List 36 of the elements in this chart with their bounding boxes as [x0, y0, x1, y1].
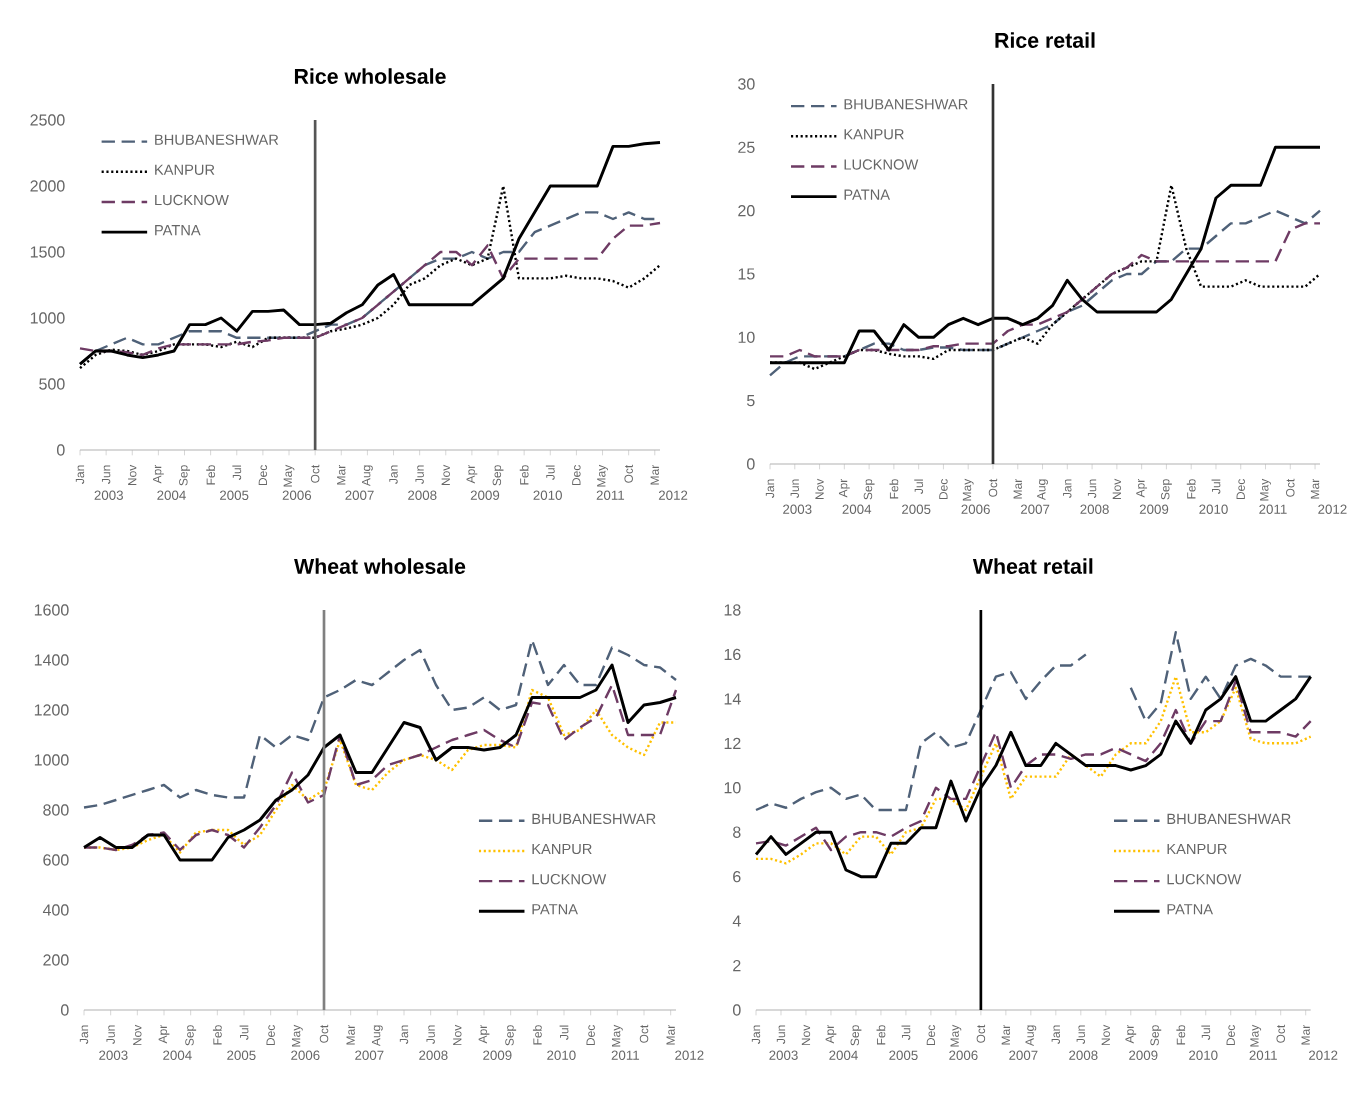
- y-tick-label: 0: [56, 444, 65, 456]
- y-tick-label: 0: [746, 458, 755, 470]
- y-tick-label: 5: [746, 395, 755, 407]
- y-tick-label: 14: [724, 693, 741, 705]
- y-tick-label: 12: [724, 737, 741, 749]
- y-tick-label: 200: [43, 954, 69, 966]
- y-tick-label: 2500: [30, 114, 65, 126]
- y-tick-label: 10: [724, 782, 741, 794]
- y-tick-label: 2: [733, 959, 741, 972]
- y-tick-label: 600: [43, 854, 69, 866]
- y-tick-label: 1200: [34, 704, 69, 716]
- y-tick-label: 20: [738, 205, 755, 217]
- y-tick-label: 2000: [30, 180, 65, 192]
- y-tick-label: 1400: [34, 654, 69, 666]
- chart-title: Wheat retail: [972, 558, 1093, 574]
- y-tick-label: 18: [724, 604, 741, 616]
- y-tick-label: 1000: [34, 754, 69, 766]
- y-tick-label: 1500: [30, 246, 65, 258]
- y-tick-label: 1600: [34, 604, 69, 616]
- y-tick-label: 25: [738, 141, 755, 154]
- y-tick-label: 0: [60, 1004, 69, 1016]
- chart-title: Rice wholesale: [294, 68, 446, 84]
- y-tick-label: 10: [738, 331, 755, 344]
- y-tick-label: 16: [724, 648, 741, 661]
- y-tick-label: 1000: [30, 312, 65, 324]
- y-tick-label: 800: [43, 804, 69, 816]
- y-tick-label: 4: [732, 915, 741, 927]
- y-tick-label: 30: [738, 78, 755, 90]
- y-tick-label: 15: [738, 268, 755, 280]
- chart-title: Rice retail: [995, 32, 1095, 48]
- y-tick-label: 500: [39, 378, 65, 390]
- y-tick-label: 400: [42, 904, 69, 916]
- y-tick-label: 8: [733, 826, 741, 838]
- y-tick-label: 0: [732, 1004, 741, 1016]
- chart-title: Wheat wholesale: [294, 558, 466, 574]
- y-tick-label: 6: [733, 871, 741, 883]
